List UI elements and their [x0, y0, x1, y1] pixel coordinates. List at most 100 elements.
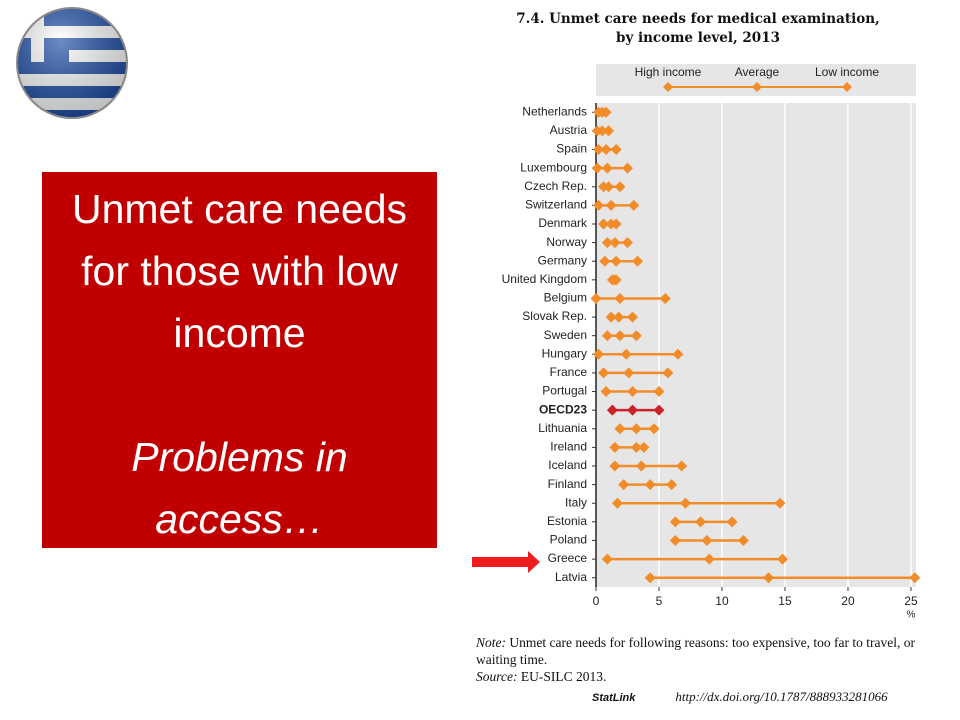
dot-marker: [596, 125, 608, 137]
dot-marker: [666, 479, 678, 491]
dot-marker: [611, 497, 623, 509]
dot-marker: [609, 441, 621, 453]
dot-marker: [593, 199, 605, 211]
dot-marker: [638, 441, 650, 453]
x-tick-label: 10: [715, 594, 729, 608]
dot-marker: [676, 460, 688, 472]
dot-marker: [726, 516, 738, 528]
legend-label: High income: [635, 65, 702, 79]
dot-marker: [600, 386, 612, 398]
x-tick-label: 15: [778, 594, 792, 608]
dot-marker: [609, 237, 621, 249]
category-label: Lithuania: [538, 421, 587, 435]
category-label: Norway: [546, 235, 587, 249]
dot-marker: [606, 404, 618, 416]
dot-marker: [703, 553, 715, 565]
source: EU-SILC 2013.: [520, 669, 607, 684]
category-label: Finland: [548, 477, 587, 491]
category-label: Luxembourg: [520, 160, 587, 174]
dot-marker: [598, 367, 610, 379]
dot-marker: [603, 181, 615, 193]
category-label: Netherlands: [522, 104, 587, 118]
category-label: Slovak Rep.: [522, 309, 587, 323]
dot-marker: [737, 534, 749, 546]
dot-marker: [614, 181, 626, 193]
dot-marker: [601, 237, 613, 249]
dot-marker: [614, 330, 626, 342]
notes: Note: Unmet care needs for following rea…: [476, 634, 951, 685]
dot-marker: [600, 144, 612, 156]
statlink-label: StatLink: [592, 692, 636, 704]
statlink-url[interactable]: http://dx.doi.org/10.1787/888933281066: [675, 689, 888, 704]
dot-marker: [605, 199, 617, 211]
dot-marker: [601, 553, 613, 565]
dot-marker: [603, 125, 615, 137]
category-label: United Kingdom: [502, 272, 587, 286]
x-tick-label: 25: [904, 594, 918, 608]
subheading: Problems in access…: [131, 434, 348, 542]
heading: Unmet care needs for those with low inco…: [71, 186, 407, 356]
dot-marker: [776, 553, 788, 565]
dot-marker: [662, 367, 674, 379]
note-label: Note:: [476, 635, 506, 650]
greek-flag-icon: [16, 7, 128, 119]
dot-marker: [621, 162, 633, 174]
dot-marker: [620, 348, 632, 360]
dot-marker: [591, 162, 603, 174]
dot-marker: [605, 311, 617, 323]
dot-marker: [774, 497, 786, 509]
dot-marker: [610, 274, 622, 286]
dot-marker: [669, 516, 681, 528]
dot-marker: [653, 386, 665, 398]
dot-marker: [614, 423, 626, 435]
category-label: Poland: [550, 533, 587, 547]
note: Unmet care needs for following reasons: …: [476, 635, 915, 667]
category-label: Belgium: [544, 291, 587, 305]
dot-marker: [630, 423, 642, 435]
dot-marker: [609, 460, 621, 472]
dot-marker: [635, 460, 647, 472]
category-label: Sweden: [544, 328, 587, 342]
dot-marker: [601, 330, 613, 342]
x-tick-label: 5: [656, 594, 663, 608]
x-axis-label: %: [907, 610, 916, 621]
dot-marker: [627, 386, 639, 398]
x-tick-label: 0: [593, 594, 600, 608]
dot-marker: [653, 404, 665, 416]
dot-marker: [600, 106, 612, 118]
dot-marker: [659, 292, 671, 304]
category-label: Spain: [556, 142, 587, 156]
dot-marker: [630, 441, 642, 453]
dot-marker: [632, 255, 644, 267]
plot-background: [596, 103, 916, 587]
dot-marker: [614, 292, 626, 304]
category-label: Czech Rep.: [524, 179, 587, 193]
dot-marker: [644, 572, 656, 584]
dot-marker: [599, 255, 611, 267]
dot-marker: [628, 199, 640, 211]
category-label: Latvia: [555, 570, 587, 584]
category-label: Switzerland: [525, 198, 587, 212]
dot-marker: [701, 534, 713, 546]
category-label: Denmark: [538, 216, 588, 230]
category-label: Ireland: [550, 440, 587, 454]
dot-marker: [618, 479, 630, 491]
dot-marker: [613, 311, 625, 323]
dot-marker: [669, 534, 681, 546]
pointer-arrow: [472, 551, 540, 573]
legend-marker: [842, 82, 852, 92]
dot-marker: [610, 255, 622, 267]
dot-marker: [644, 479, 656, 491]
category-label: Germany: [538, 253, 587, 267]
dot-marker: [598, 218, 610, 230]
legend-marker: [752, 82, 762, 92]
dot-marker: [679, 497, 691, 509]
dot-marker: [593, 144, 605, 156]
category-label: Iceland: [548, 458, 587, 472]
source-label: Source:: [476, 669, 518, 684]
category-label: Greece: [548, 551, 588, 565]
dot-marker: [648, 423, 660, 435]
dot-marker: [593, 348, 605, 360]
dot-marker: [621, 237, 633, 249]
